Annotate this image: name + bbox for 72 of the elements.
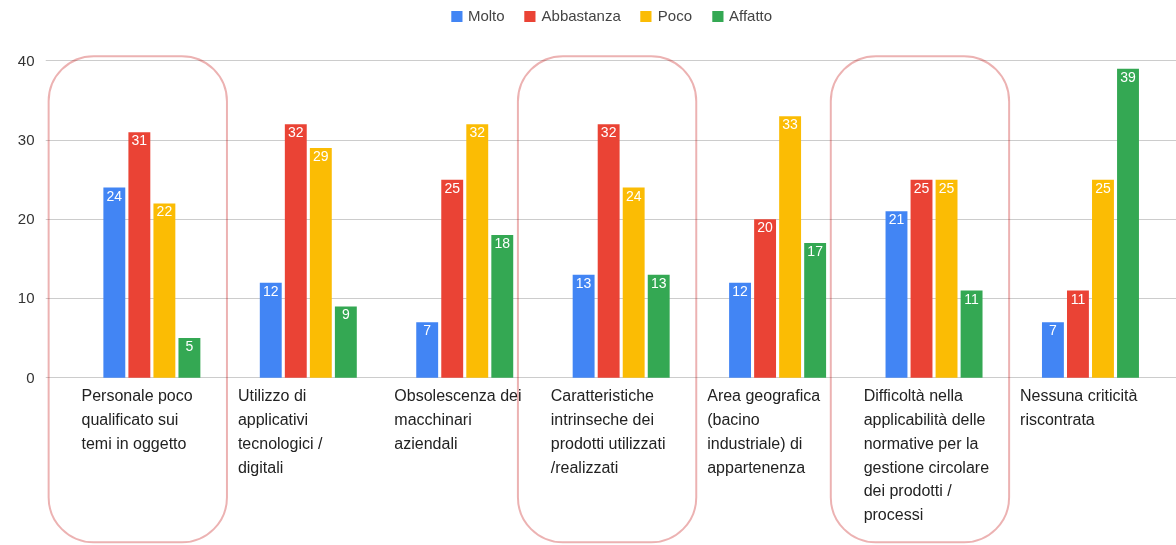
data-label: 25	[444, 179, 461, 196]
legend-label: Poco	[657, 7, 693, 24]
data-label: 24	[106, 187, 123, 204]
data-label: 25	[1095, 179, 1111, 196]
legend-label: Abbastanza	[541, 7, 621, 24]
data-label: 17	[807, 243, 824, 260]
data-label: 32	[288, 124, 304, 141]
bar	[259, 282, 282, 378]
bar	[284, 124, 307, 378]
data-label: 39	[1120, 68, 1137, 85]
data-label: 5	[185, 338, 194, 355]
data-label: 33	[782, 116, 799, 133]
data-label: 25	[913, 179, 930, 196]
y-tick-label: 0	[26, 368, 35, 386]
legend-label: Affatto	[729, 7, 773, 24]
x-tick-label: Nessuna criticità riscontrata	[1020, 387, 1138, 428]
bar	[309, 148, 332, 378]
bar	[128, 132, 151, 378]
data-label: 9	[341, 306, 350, 323]
x-tick-label: Personale poco qualificato sui temi in oggetto	[81, 387, 193, 452]
data-label: 32	[469, 124, 486, 141]
legend-label: Molto	[467, 7, 505, 24]
y-tick-label: 10	[17, 289, 35, 307]
data-label: 24	[625, 187, 642, 204]
bar	[910, 179, 933, 378]
bar	[1092, 179, 1114, 378]
bar	[1067, 290, 1089, 378]
data-label: 13	[650, 274, 667, 291]
data-label: 25	[938, 179, 955, 196]
data-label: 18	[494, 235, 511, 252]
bar	[572, 274, 595, 378]
x-tick-label: Utilizzo di applicativi tecnologici / digitali	[237, 387, 323, 476]
x-tick-label: Caratteristiche intrinseche dei prodotti utilizzati/realizzati	[550, 387, 666, 476]
bar	[1041, 322, 1064, 378]
data-label: 13	[575, 274, 592, 291]
data-label: 7	[423, 322, 432, 339]
bar	[885, 211, 908, 378]
data-label: 21	[888, 211, 905, 228]
data-label: 12	[732, 282, 749, 299]
data-label: 12	[262, 282, 279, 299]
bar	[153, 203, 176, 378]
bar	[960, 290, 983, 378]
bar	[491, 235, 514, 378]
bar	[622, 187, 645, 378]
bar	[466, 124, 489, 378]
data-label: 20	[757, 219, 774, 236]
x-tick-label: Area geografica (bacino industriale) di appartenenza	[707, 387, 821, 476]
data-label: 11	[1070, 290, 1086, 307]
bar	[334, 306, 357, 378]
bar	[1117, 68, 1139, 378]
bar	[804, 243, 827, 378]
bar	[597, 124, 620, 378]
bar	[935, 179, 958, 378]
data-label: 22	[156, 203, 173, 220]
bar	[416, 322, 439, 378]
x-tick-label: Difficoltà nella applicabilità delle normative per la gestione circolare dei prodotti / processi	[863, 387, 990, 524]
data-label: 7	[1049, 322, 1058, 339]
data-label: 11	[964, 290, 980, 307]
data-label: 31	[131, 132, 148, 149]
y-tick-label: 30	[17, 131, 35, 149]
bar	[441, 179, 464, 378]
bar	[779, 116, 802, 378]
bar	[178, 338, 201, 378]
bar	[754, 219, 777, 378]
data-label: 29	[313, 148, 329, 165]
bar	[729, 282, 752, 378]
bar	[647, 274, 670, 378]
y-tick-label: 40	[17, 51, 35, 69]
data-label: 32	[600, 124, 617, 141]
x-tick-label: Obsolescenza dei macchinari aziendali	[394, 387, 522, 452]
y-tick-label: 20	[17, 210, 35, 228]
bar	[103, 187, 126, 378]
